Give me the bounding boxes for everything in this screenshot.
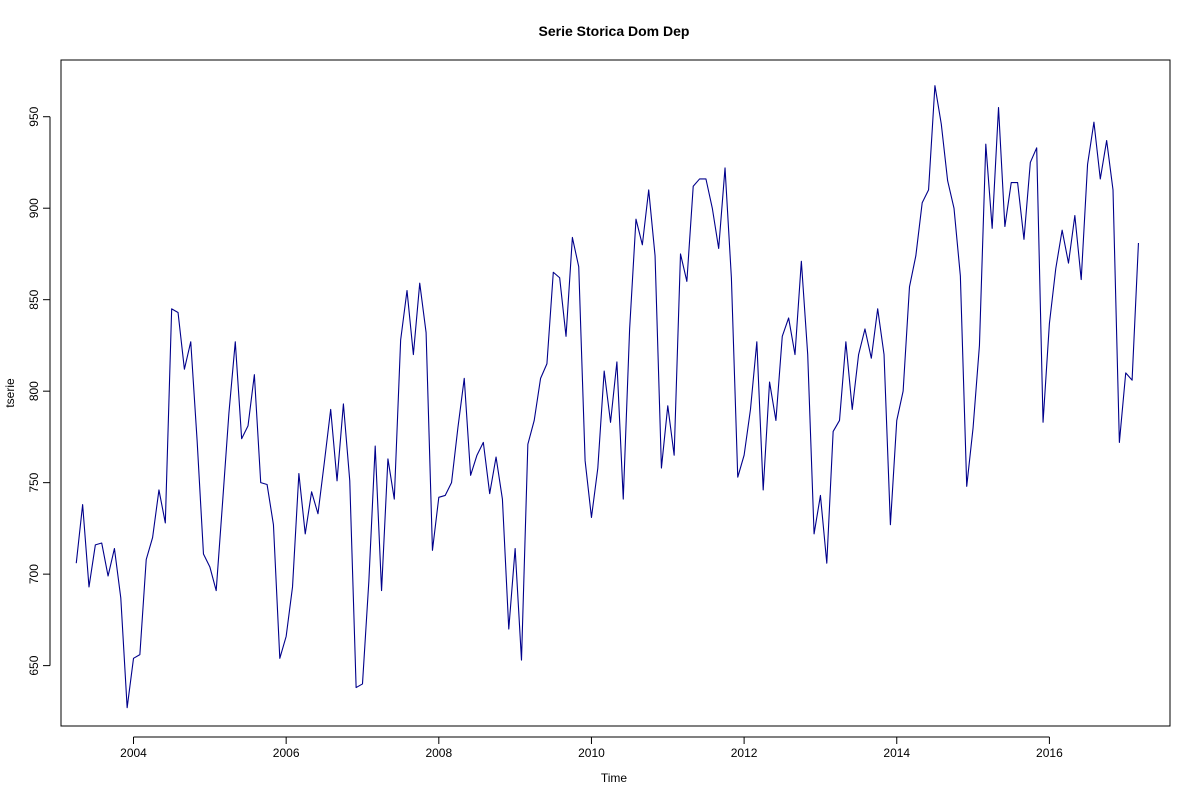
y-axis-label: tserie — [3, 378, 17, 408]
x-tick-label: 2016 — [1036, 746, 1063, 760]
x-tick-label: 2004 — [120, 746, 147, 760]
x-tick-label: 2008 — [425, 746, 452, 760]
x-tick-label: 2010 — [578, 746, 605, 760]
series-group — [75, 85, 1139, 709]
y-tick-label: 750 — [27, 472, 41, 492]
y-tick-label: 650 — [27, 655, 41, 675]
y-tick-label: 950 — [27, 106, 41, 126]
y-tick-label: 700 — [27, 564, 41, 584]
x-axis: 2004 2006 2008 2010 2012 2014 2016 — [120, 736, 1063, 760]
series-line — [75, 85, 1139, 709]
x-tick-label: 2006 — [273, 746, 300, 760]
y-tick-label: 850 — [27, 289, 41, 309]
x-tick-label: 2012 — [731, 746, 758, 760]
y-tick-label: 800 — [27, 381, 41, 401]
plot-frame — [60, 59, 1171, 727]
x-axis-label: Time — [601, 771, 628, 785]
x-tick-label: 2014 — [883, 746, 910, 760]
y-tick-label: 900 — [27, 198, 41, 218]
y-axis: 650 700 750 800 850 900 950 — [27, 106, 51, 676]
chart-title: Serie Storica Dom Dep — [539, 23, 690, 39]
